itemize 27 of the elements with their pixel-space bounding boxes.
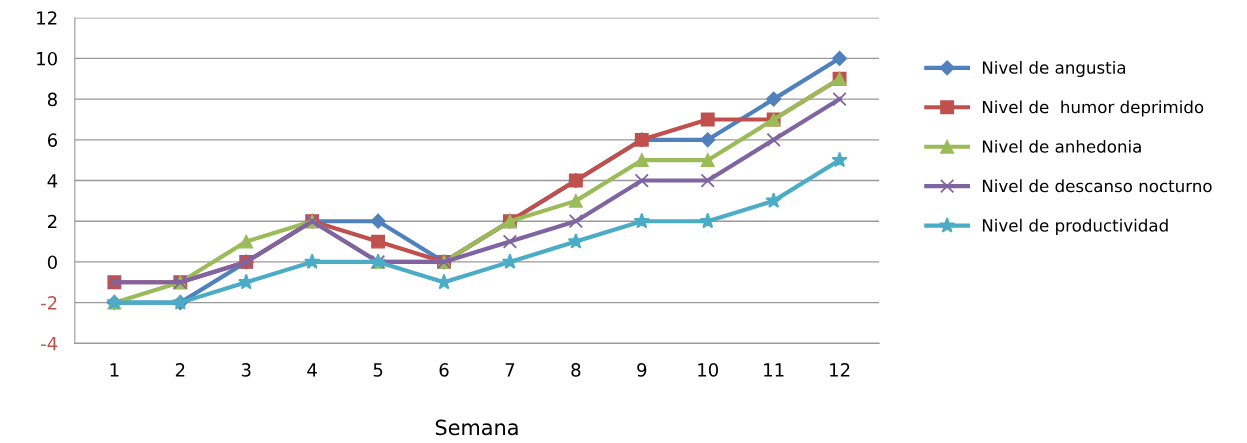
x-tick-label: 5 xyxy=(373,363,383,377)
y-tick-label: -2 xyxy=(41,296,57,310)
y-tick-label: 8 xyxy=(47,92,57,107)
x-tick-label: 10 xyxy=(698,363,719,377)
legend-label: Nivel de descanso nocturno xyxy=(982,179,1212,193)
y-tick-label: 12 xyxy=(37,11,57,25)
x-tick-label: 6 xyxy=(439,363,449,377)
y-tick-label: 4 xyxy=(47,174,58,188)
x-tick-label: 9 xyxy=(637,363,647,377)
x-tick-label: 2 xyxy=(175,363,185,377)
x-tick-label: 1 xyxy=(110,363,119,377)
legend-label: Nivel de angustia xyxy=(982,60,1126,78)
x-tick-label: 3 xyxy=(241,363,251,377)
legend-label: Nivel de humor deprimido xyxy=(982,100,1204,117)
y-tick-label: -4 xyxy=(41,337,58,351)
y-tick-label: 6 xyxy=(47,133,58,147)
x-tick-label: 8 xyxy=(571,363,581,377)
x-tick-label: 12 xyxy=(830,363,850,377)
y-tick-label: 0 xyxy=(47,255,57,270)
y-tick-label: 10 xyxy=(37,51,57,66)
x-tick-label: 7 xyxy=(505,363,515,377)
x-tick-label: 11 xyxy=(764,363,784,377)
x-axis-title: Semana xyxy=(435,419,518,436)
x-tick-label: 4 xyxy=(307,363,317,377)
y-tick-label: 2 xyxy=(47,214,57,229)
legend-label: Nivel de anhedonia xyxy=(982,139,1141,153)
legend-label: Nivel de productividad xyxy=(982,218,1168,235)
